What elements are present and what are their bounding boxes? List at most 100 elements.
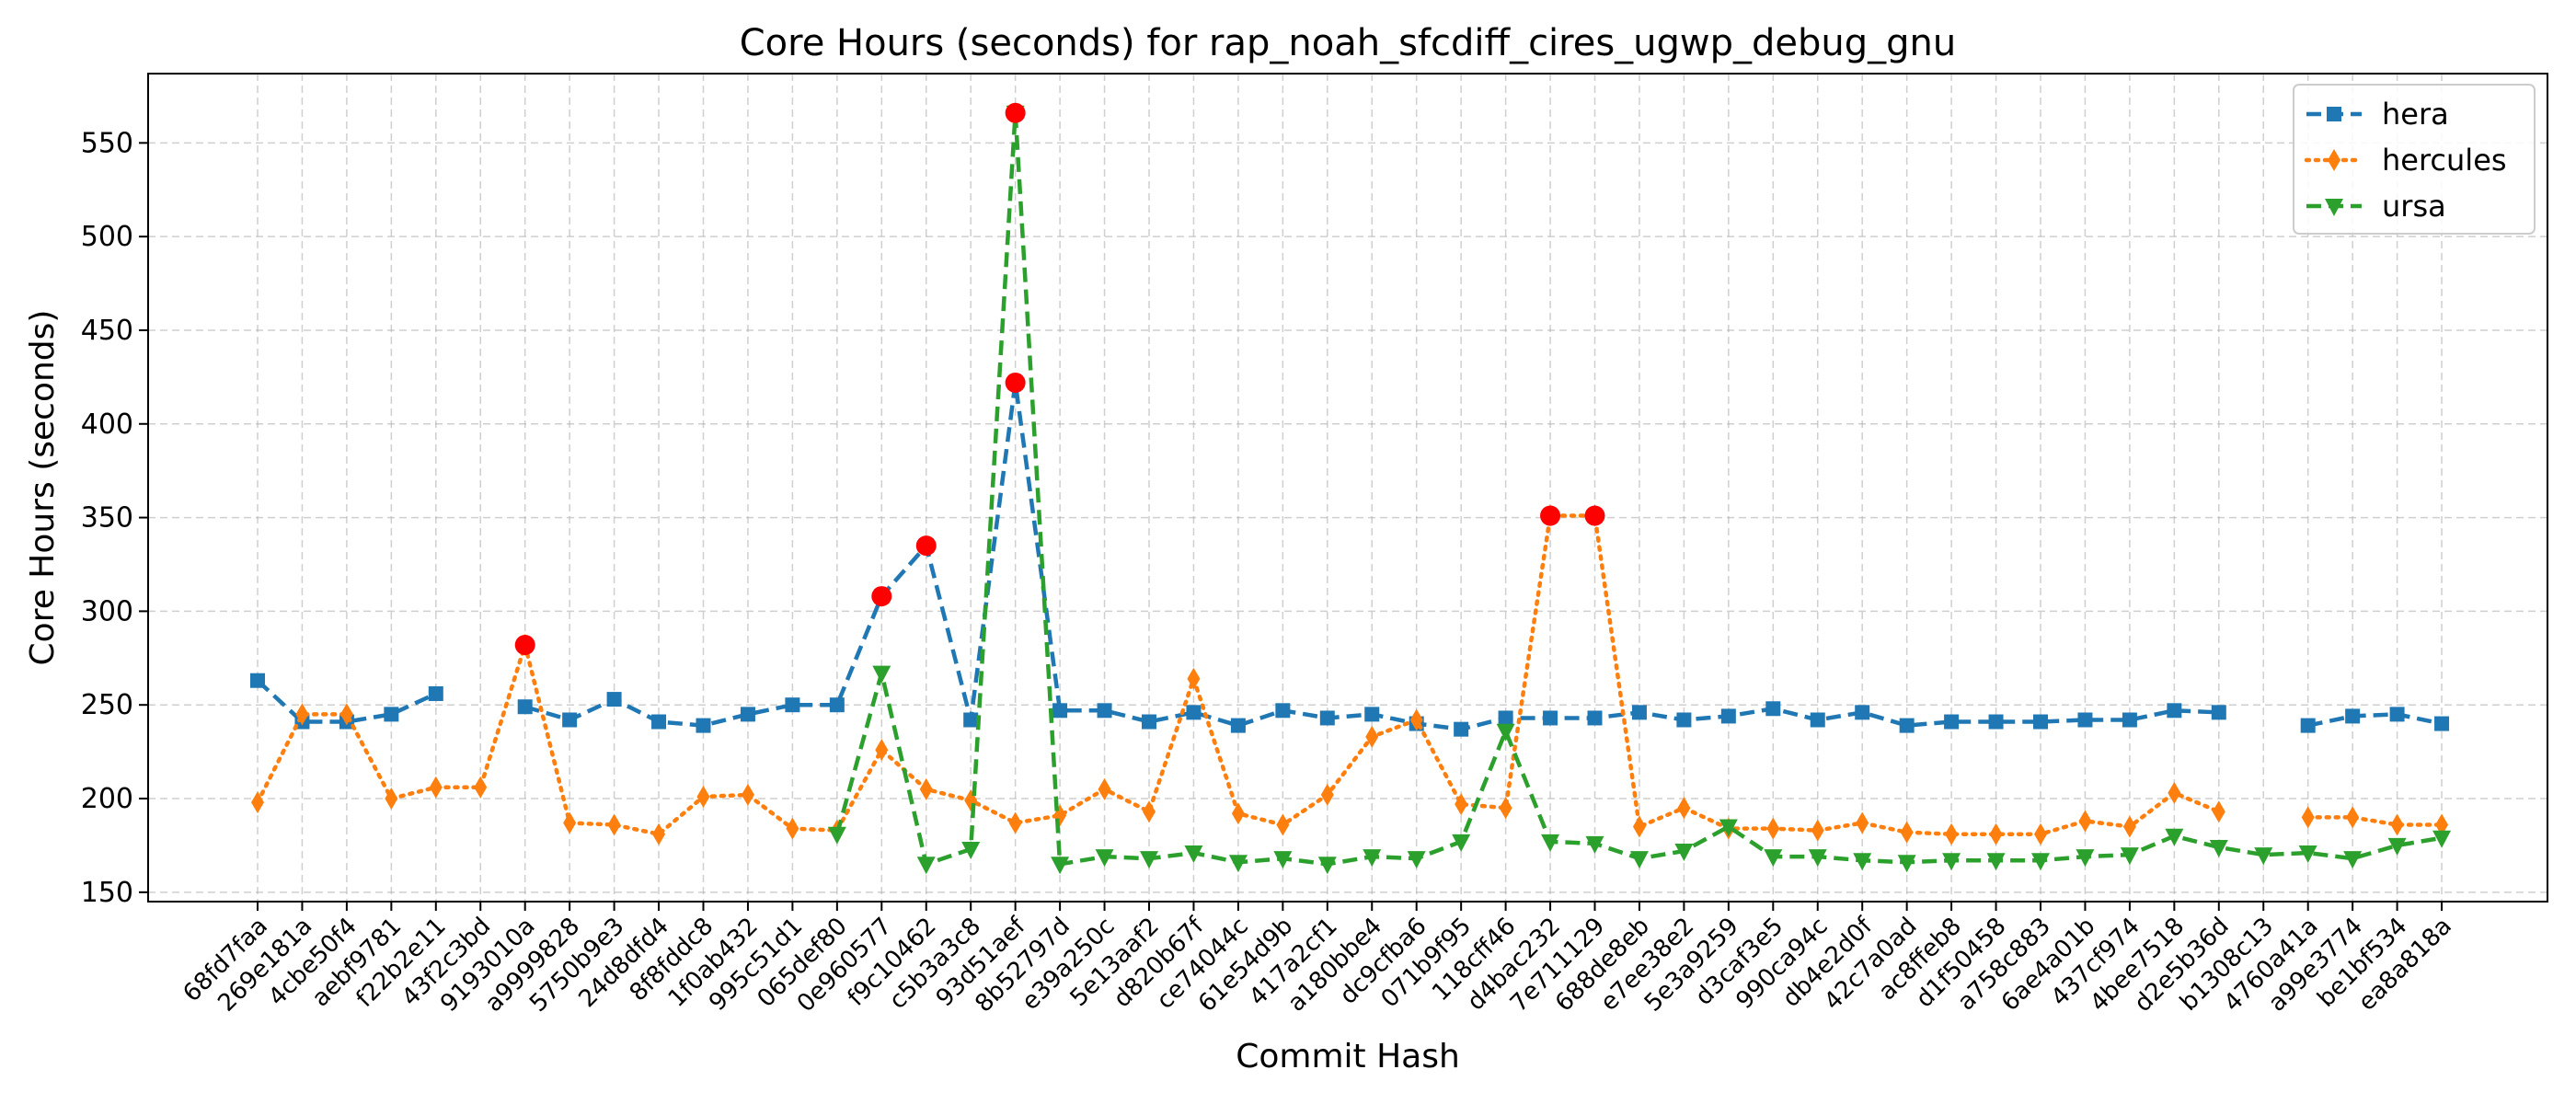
legend-marker (2327, 107, 2341, 121)
data-point-ursa (916, 857, 936, 875)
legend-marker (2325, 199, 2343, 216)
data-point-hercules (696, 785, 710, 808)
series-line-hera (2307, 712, 2443, 728)
data-point-hercules (1143, 800, 1156, 823)
data-point-ursa (1140, 851, 1158, 869)
y-tick-label: 400 (81, 408, 133, 441)
y-tick-label: 150 (81, 877, 133, 909)
y-axis: 150 200 250 300 350 400 450 500 550 (81, 127, 148, 909)
legend: hera hercules ursa (2293, 84, 2536, 235)
data-point-ursa (1452, 834, 1471, 852)
data-point-hercules (1632, 815, 1646, 838)
data-point-ursa (1407, 851, 1426, 869)
data-point-hercules (1008, 811, 1022, 834)
data-point-hera (1498, 710, 1513, 726)
data-point-hera (1899, 718, 1915, 733)
data-point-hera (2434, 716, 2450, 731)
data-point-hercules (1320, 783, 1334, 806)
data-point-ursa (2031, 853, 2050, 871)
data-point-hera (562, 712, 578, 728)
data-point-ursa (2298, 845, 2317, 864)
data-point-hera (785, 697, 800, 713)
data-point-hera (1944, 714, 1960, 730)
data-point-ursa (2165, 828, 2184, 846)
data-point-ursa (2387, 837, 2407, 856)
data-point-hercules (607, 813, 621, 836)
y-tick-label: 300 (81, 595, 133, 627)
data-point-hercules (786, 817, 799, 840)
data-point-hercules (1409, 708, 1423, 731)
highlight-point (1540, 505, 1561, 526)
legend-item-ursa: ursa (2306, 189, 2446, 224)
legend-item-hercules: hercules (2304, 143, 2507, 178)
data-point-hercules (1989, 822, 2003, 845)
data-point-hera (1275, 703, 1291, 719)
data-point-hera (651, 714, 667, 730)
data-point-hera (1454, 721, 1469, 737)
highlight-point (514, 635, 535, 656)
data-point-ursa (2076, 849, 2095, 868)
data-point-hera (696, 718, 711, 733)
data-point-hercules (2122, 815, 2136, 838)
data-point-hera (2300, 718, 2316, 733)
data-point-hercules (1811, 819, 1824, 842)
data-point-hera (2033, 714, 2048, 730)
legend-box (2293, 84, 2536, 235)
data-point-hera (606, 692, 622, 707)
data-point-hercules (741, 783, 754, 806)
data-point-ursa (1496, 723, 1515, 742)
data-point-hera (1676, 712, 1692, 728)
data-point-hera (2211, 705, 2226, 720)
data-point-hercules (2435, 813, 2449, 836)
data-point-hercules (2168, 781, 2181, 804)
data-point-ursa (1719, 819, 1738, 837)
y-tick-label: 350 (81, 502, 133, 535)
data-point-hercules (1856, 811, 1869, 834)
data-point-ursa (1184, 845, 1203, 864)
data-point-ursa (1942, 853, 1961, 871)
highlight-point (1005, 372, 1026, 393)
legend-label: hercules (2382, 143, 2507, 178)
data-point-hercules (385, 788, 398, 811)
data-point-ursa (2254, 847, 2273, 866)
y-tick-label: 200 (81, 783, 133, 815)
data-point-hercules (295, 703, 309, 726)
x-axis-label: Commit Hash (1236, 1038, 1460, 1075)
highlight-point (1584, 505, 1605, 526)
data-point-hercules (429, 776, 443, 799)
data-point-hera (1855, 705, 1870, 720)
data-point-hera (1052, 703, 1068, 719)
data-point-hera (2167, 703, 2182, 719)
data-point-hercules (1677, 797, 1691, 820)
data-point-hera (1720, 708, 1736, 724)
data-point-hercules (339, 703, 353, 726)
data-point-ursa (1228, 855, 1248, 873)
data-point-ursa (1273, 851, 1293, 869)
series-line-hercules (2306, 815, 2444, 827)
data-point-hercules (1187, 667, 1201, 690)
data-point-hercules (1945, 822, 1959, 845)
data-point-hera (1988, 714, 2004, 730)
data-point-hera (1097, 703, 1112, 719)
data-point-hera (1142, 714, 1156, 730)
data-point-ursa (1629, 851, 1649, 869)
data-point-hercules (1276, 813, 1290, 836)
data-point-hera (384, 707, 399, 722)
data-point-ursa (1363, 849, 1382, 868)
legend-label: hera (2382, 97, 2449, 132)
data-point-hercules (1231, 802, 1245, 825)
data-point-ursa (2432, 830, 2452, 848)
highlight-layer (514, 102, 1605, 656)
data-point-hera (2122, 712, 2137, 728)
data-point-hera (2345, 708, 2361, 724)
data-point-hercules (251, 791, 264, 814)
data-point-ursa (2209, 839, 2228, 857)
data-point-hercules (919, 777, 933, 800)
data-point-ursa (1674, 844, 1694, 862)
data-point-hera (1186, 705, 1202, 720)
data-point-hercules (1098, 777, 1111, 800)
data-point-hera (250, 673, 265, 688)
data-point-hercules (563, 811, 577, 834)
